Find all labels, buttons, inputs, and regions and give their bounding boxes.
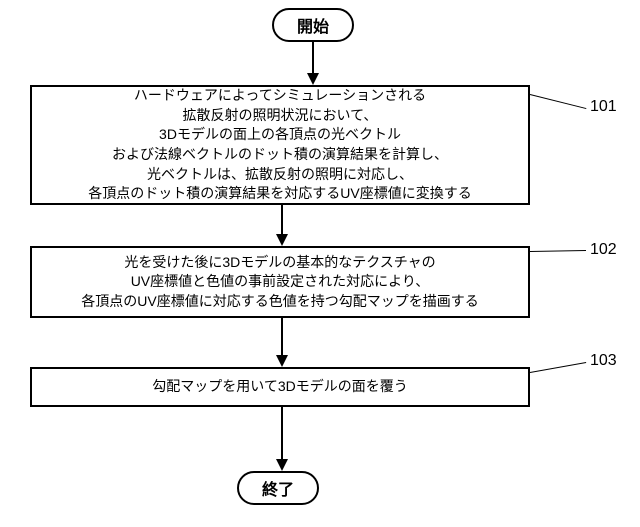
step-102-leader bbox=[530, 250, 586, 252]
step-102-box: 光を受けた後に3Dモデルの基本的なテクスチャのUV座標値と色値の事前設定された対… bbox=[30, 246, 530, 318]
step-103-leader bbox=[530, 362, 586, 373]
step-102-ref: 102 bbox=[590, 241, 617, 259]
end-terminator: 終了 bbox=[237, 471, 319, 505]
step-101-line: ハードウェアによってシミュレーションされる bbox=[134, 86, 426, 106]
arrow-102-to-103 bbox=[274, 318, 290, 367]
step-101-line: および法線ベクトルのドット積の演算結果を計算し、 bbox=[112, 145, 448, 165]
step-101-line: 光ベクトルは、拡散反射の照明に対応し、 bbox=[147, 165, 413, 185]
flowchart-canvas: 開始 ハードウェアによってシミュレーションされる拡散反射の照明状況において、3D… bbox=[0, 0, 640, 527]
arrow-101-to-102 bbox=[274, 205, 290, 246]
step-101-line: 各頂点のドット積の演算結果を対応するUV座標値に変換する bbox=[88, 184, 471, 204]
step-101-line: 拡散反射の照明状況において、 bbox=[183, 106, 378, 126]
step-103-line: 勾配マップを用いて3Dモデルの面を覆う bbox=[152, 377, 407, 397]
step-101-line: 3Dモデルの面上の各頂点の光ベクトル bbox=[159, 125, 401, 145]
step-101-leader bbox=[530, 94, 586, 109]
step-103-box: 勾配マップを用いて3Dモデルの面を覆う bbox=[30, 367, 530, 407]
step-102-line: 光を受けた後に3Dモデルの基本的なテクスチャの bbox=[124, 253, 435, 273]
arrow-103-to-end bbox=[274, 407, 290, 471]
step-102-line: 各頂点のUV座標値に対応する色値を持つ勾配マップを描画する bbox=[81, 292, 478, 312]
start-label: 開始 bbox=[297, 13, 329, 37]
end-label: 終了 bbox=[262, 476, 294, 500]
start-terminator: 開始 bbox=[272, 8, 354, 42]
step-101-ref: 101 bbox=[590, 98, 617, 116]
step-102-line: UV座標値と色値の事前設定された対応により、 bbox=[131, 272, 430, 292]
arrow-start-to-101 bbox=[305, 42, 321, 85]
step-101-box: ハードウェアによってシミュレーションされる拡散反射の照明状況において、3Dモデル… bbox=[30, 85, 530, 205]
step-103-ref: 103 bbox=[590, 352, 617, 370]
